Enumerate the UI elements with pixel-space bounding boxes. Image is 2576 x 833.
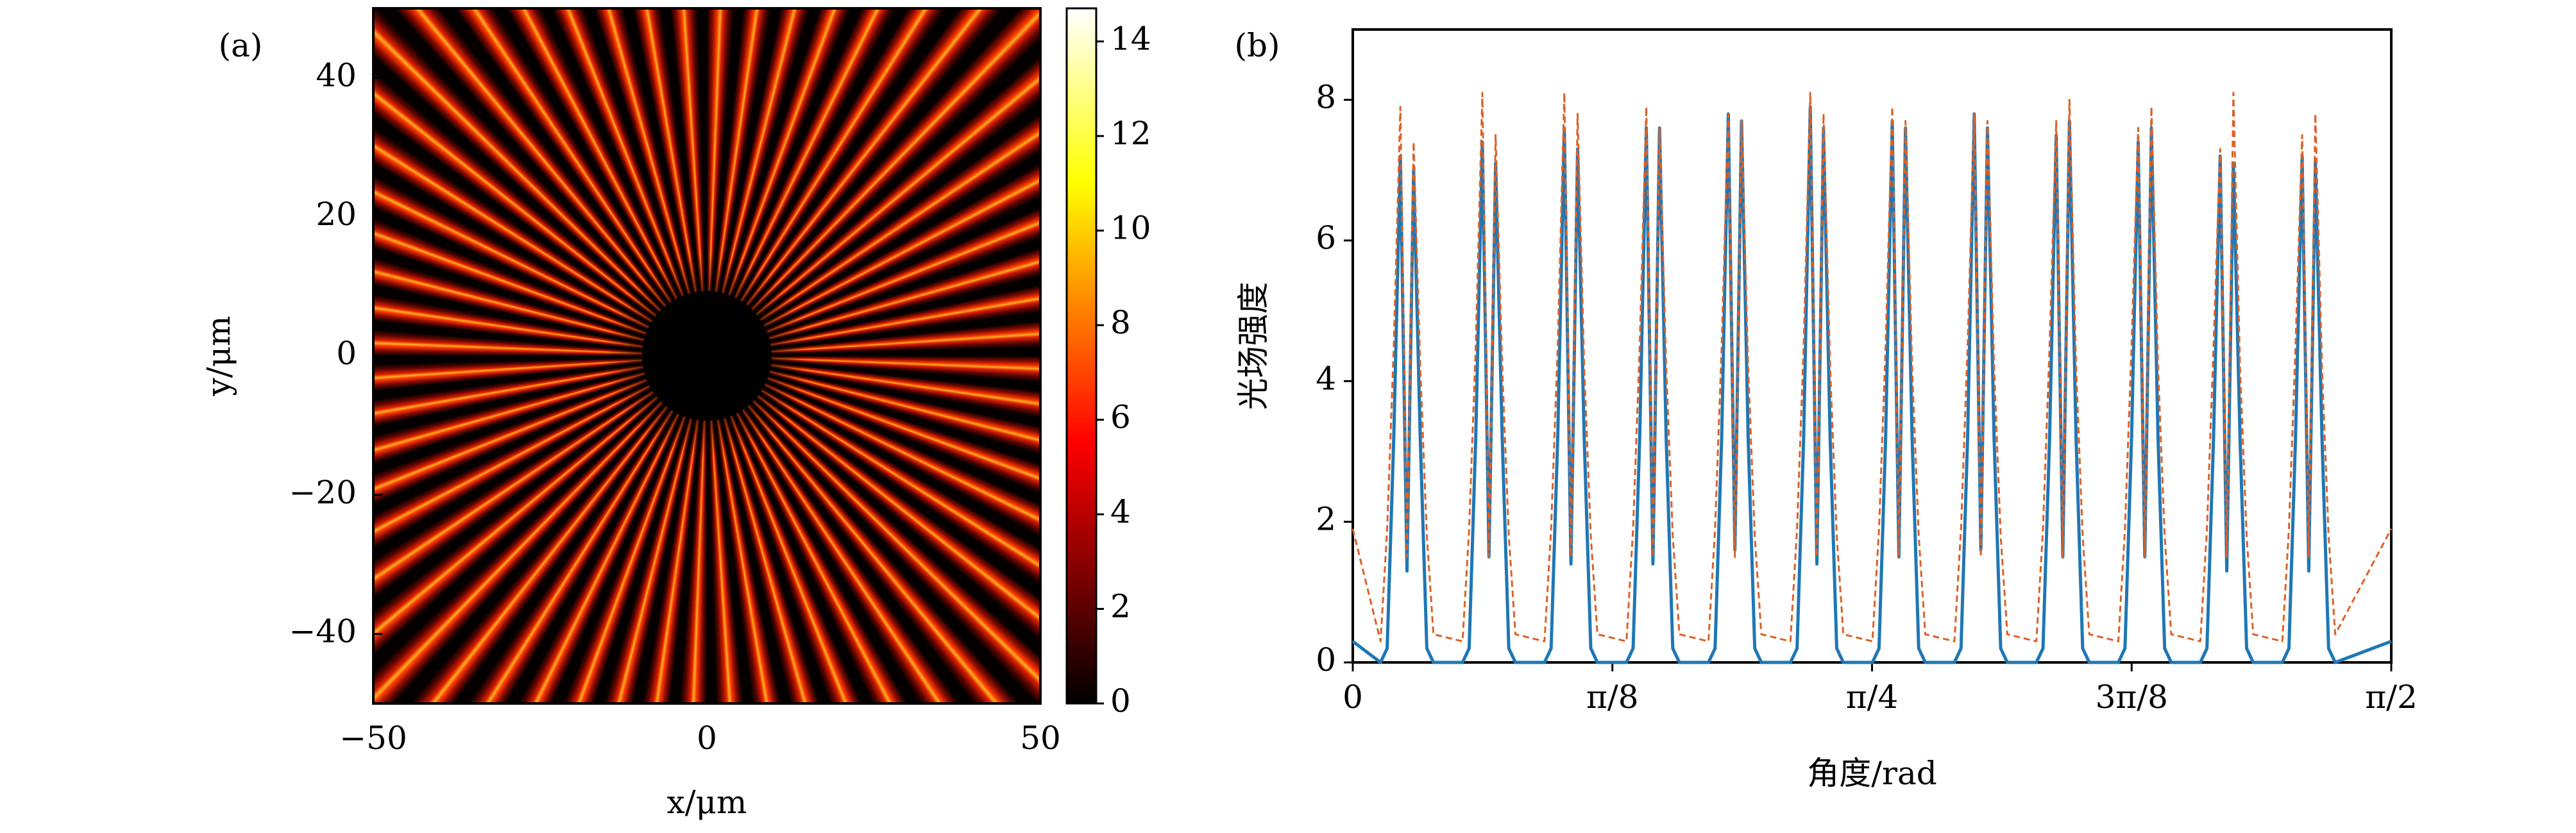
y-tick-label: 0 — [336, 335, 357, 372]
panel-label: (a) — [219, 27, 263, 64]
colorbar-tick-label: 4 — [1110, 493, 1131, 530]
y-tick-label: −20 — [289, 474, 357, 511]
x-axis-label: 角度/rad — [1807, 755, 1937, 792]
x-tick-label: 0 — [1343, 678, 1363, 716]
colorbar-tick-label: 10 — [1110, 210, 1151, 247]
colorbar-tick-label: 0 — [1110, 682, 1131, 719]
line-series — [1352, 92, 2393, 643]
y-tick-label: −40 — [289, 613, 357, 650]
y-tick-label: 4 — [1316, 360, 1336, 397]
x-tick-label: 50 — [1020, 719, 1061, 757]
colorbar — [1065, 7, 1097, 705]
x-tick-label: −50 — [339, 719, 407, 757]
y-tick-label: 6 — [1316, 219, 1336, 257]
x-tick-label: π/8 — [1586, 678, 1639, 716]
y-tick-label: 8 — [1316, 79, 1336, 116]
colorbar-tick-label: 6 — [1110, 399, 1131, 436]
y-tick-label: 20 — [316, 196, 357, 233]
axes-frame — [1352, 28, 2393, 664]
panel-label: (b) — [1234, 27, 1280, 64]
y-tick-label: 0 — [1316, 641, 1336, 678]
y-tick-label: 2 — [1316, 501, 1336, 538]
y-tick-label: 40 — [316, 56, 357, 94]
colorbar-tick-label: 14 — [1110, 21, 1151, 58]
line-series — [1352, 105, 2392, 664]
colorbar-tick-label: 8 — [1110, 304, 1131, 341]
x-tick-label: π/4 — [1846, 678, 1899, 716]
y-axis-label: y/μm — [200, 316, 237, 397]
x-tick-label: 0 — [697, 719, 717, 757]
axes-frame — [372, 7, 1042, 705]
colorbar-tick-label: 12 — [1110, 115, 1151, 152]
heatmap-image — [373, 8, 1040, 703]
x-axis-label: x/μm — [667, 784, 747, 821]
y-axis-label: 光场强度 — [1235, 282, 1272, 410]
colorbar-tick-label: 2 — [1110, 588, 1131, 625]
x-tick-label: 3π/8 — [2096, 678, 2168, 716]
x-tick-label: π/2 — [2365, 678, 2418, 716]
